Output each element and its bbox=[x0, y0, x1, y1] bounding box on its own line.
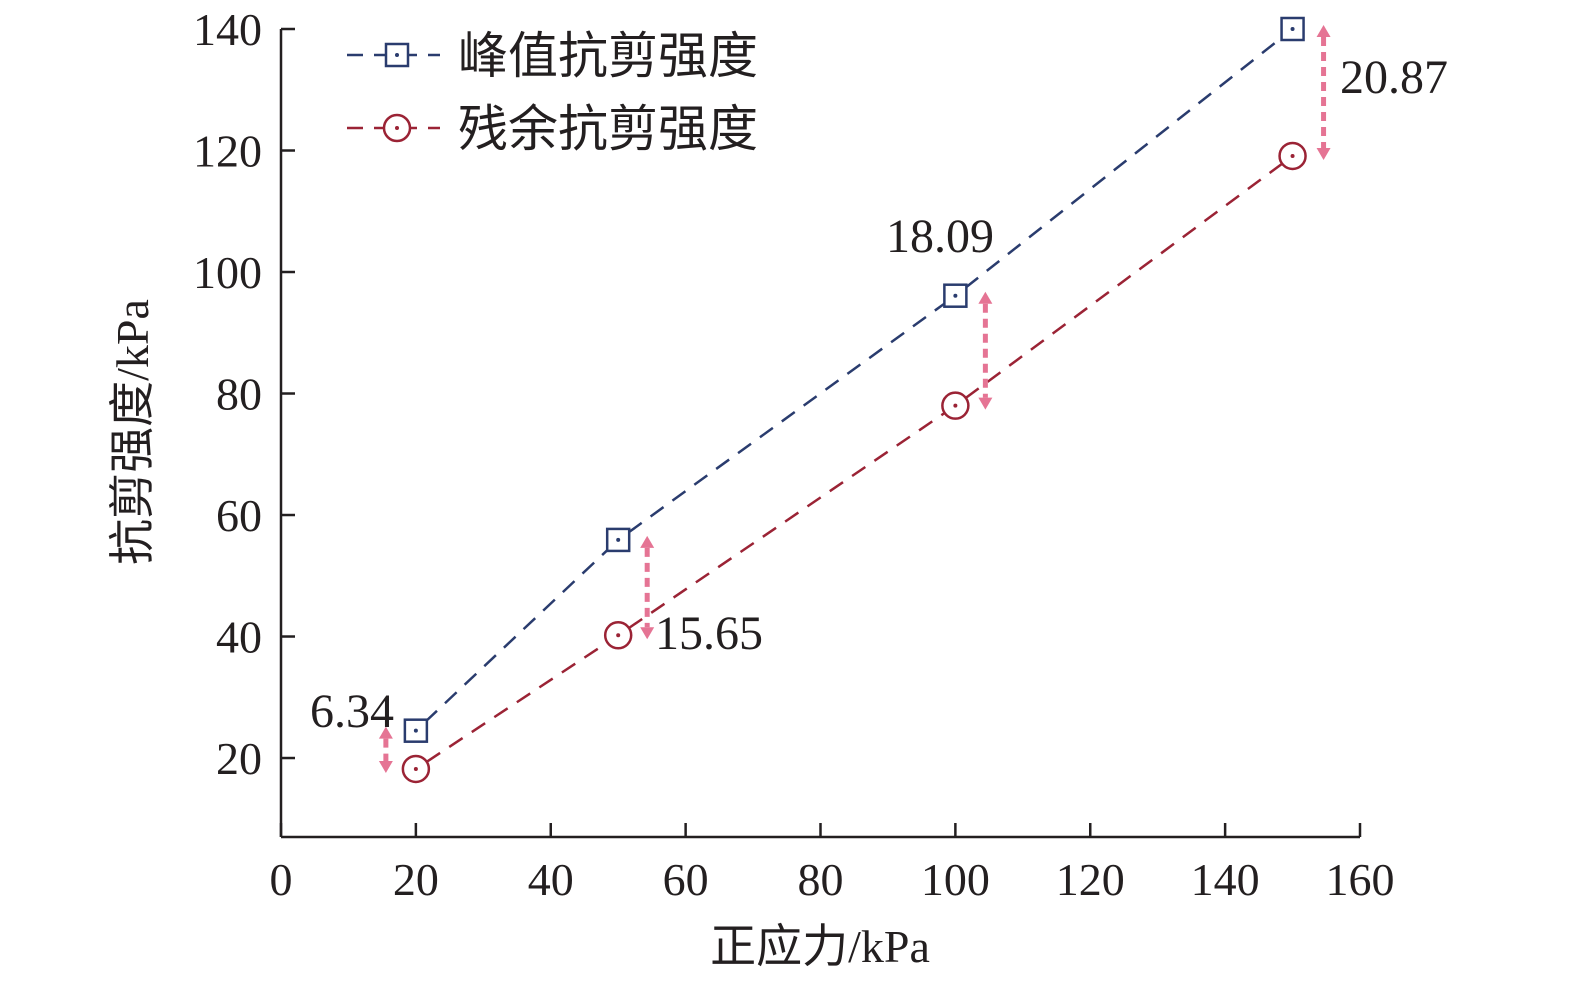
annotation-arrow-head-down bbox=[378, 760, 393, 773]
data-point-dot bbox=[1290, 153, 1295, 158]
x-tick-label: 140 bbox=[1191, 854, 1260, 905]
series-line-segment bbox=[424, 547, 610, 723]
series-lines bbox=[424, 36, 1284, 763]
series-line-segment bbox=[627, 302, 946, 534]
annotation-label: 18.09 bbox=[886, 210, 994, 263]
data-point-dot bbox=[953, 293, 958, 298]
x-tick-label: 60 bbox=[663, 854, 709, 905]
annotation-label: 20.87 bbox=[1340, 51, 1448, 104]
annotation-arrow-head-up bbox=[1316, 25, 1331, 37]
y-tick-label: 120 bbox=[193, 126, 262, 177]
data-point-dot bbox=[616, 537, 621, 542]
axes: 0 20 40 60 80 100 120 140 160 20 40 60 80 100 120 140 bbox=[193, 4, 1395, 905]
annotation-label: 6.34 bbox=[310, 685, 394, 738]
annotation-arrow-head-up bbox=[978, 291, 993, 304]
x-tick-label: 40 bbox=[528, 854, 574, 905]
annotation-arrow-head-down bbox=[1316, 147, 1331, 160]
x-tick-label: 20 bbox=[393, 854, 439, 905]
series-markers bbox=[401, 16, 1307, 784]
y-tick-label: 20 bbox=[216, 733, 262, 784]
x-tick-label: 0 bbox=[270, 854, 293, 905]
annotation-arrow-head-down bbox=[640, 627, 655, 640]
x-tick-label: 100 bbox=[921, 854, 990, 905]
annotation-arrow-head-up bbox=[378, 726, 393, 739]
series-line-segment bbox=[964, 36, 1284, 289]
x-axis-title: 正应力/kPa bbox=[710, 921, 930, 972]
data-point-dot bbox=[1290, 27, 1295, 31]
data-point-dot bbox=[413, 728, 418, 733]
annotation-arrow-head-up bbox=[640, 535, 655, 548]
legend-label: 峰值抗剪强度 bbox=[458, 28, 758, 84]
annotation-arrow-head-down bbox=[978, 397, 993, 410]
y-tick-label: 60 bbox=[216, 490, 262, 541]
y-tick-label: 100 bbox=[193, 247, 262, 298]
legend-label: 残余抗剪强度 bbox=[458, 101, 758, 157]
data-point-dot bbox=[953, 403, 958, 408]
data-point-dot bbox=[413, 766, 418, 771]
series-line-segment bbox=[628, 411, 946, 630]
series-line-segment bbox=[965, 162, 1283, 399]
y-tick-label: 140 bbox=[193, 4, 262, 55]
series-line-segment bbox=[426, 641, 609, 763]
annotations: 6.34 15.65 18.09 20.87 bbox=[310, 25, 1448, 773]
x-tick-label: 80 bbox=[798, 854, 844, 905]
y-tick-label: 40 bbox=[216, 612, 262, 663]
y-tick-label: 80 bbox=[216, 369, 262, 420]
legend-marker-dot bbox=[395, 53, 399, 57]
annotation-label: 15.65 bbox=[655, 607, 763, 660]
legend-marker-dot bbox=[395, 126, 399, 130]
y-axis-title: 抗剪强度/kPa bbox=[107, 299, 158, 565]
data-point-dot bbox=[616, 633, 621, 638]
x-tick-label: 160 bbox=[1326, 854, 1395, 905]
x-tick-label: 120 bbox=[1056, 854, 1125, 905]
